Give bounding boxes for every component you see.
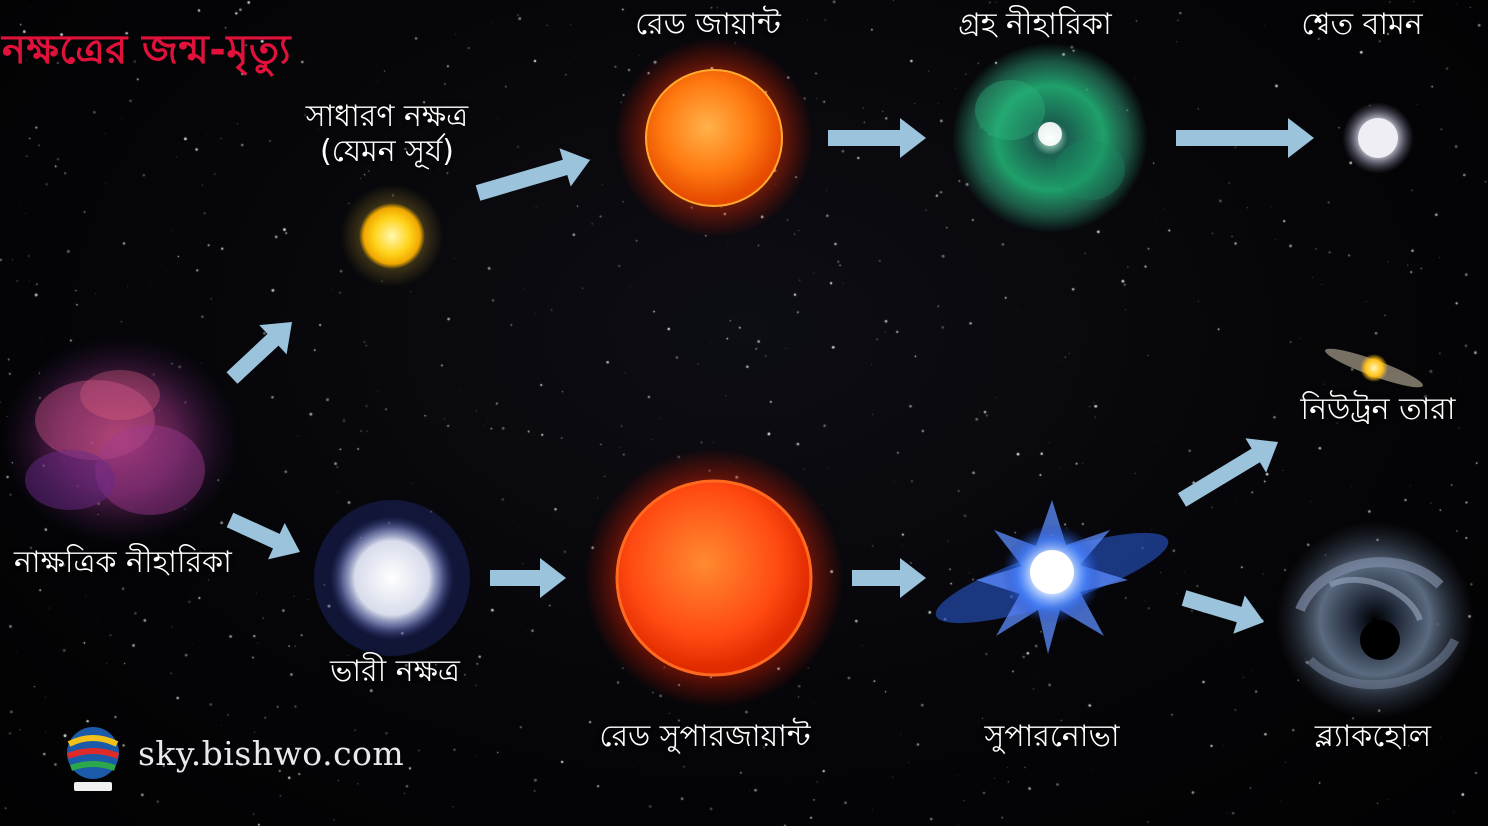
black-hole-image xyxy=(1275,520,1475,720)
arrow-icon xyxy=(226,322,292,384)
site-url: sky.bishwo.com xyxy=(138,734,405,773)
label-average-star: সাধারণ নক্ষত্র (যেমন সূর্য) xyxy=(305,99,469,169)
arrow-icon xyxy=(1177,438,1278,507)
label-massive-star: ভারী নক্ষত্র xyxy=(330,654,460,689)
arrow-icon xyxy=(1176,118,1314,158)
label-black-hole: ব্ল্যাকহোল xyxy=(1314,719,1432,754)
label-white-dwarf: শ্বেত বামন xyxy=(1301,7,1423,42)
arrow-icon xyxy=(852,558,926,598)
label-stellar-nebula: নাক্ষত্রিক নীহারিকা xyxy=(14,545,232,580)
arrow-icon xyxy=(490,558,566,598)
red-giant-image xyxy=(614,38,814,238)
arrow-icon xyxy=(1181,590,1264,634)
arrow-icon xyxy=(226,512,300,560)
label-supernova: সুপারনোভা xyxy=(984,719,1120,754)
label-red-giant: রেড জায়ান্ট xyxy=(635,7,781,42)
arrow-icon xyxy=(828,118,926,158)
average-star-image xyxy=(340,184,444,288)
label-average-star-line1: সাধারণ নক্ষত্র xyxy=(305,99,469,134)
arrow-icon xyxy=(475,148,590,201)
planetary-nebula-image xyxy=(952,43,1148,233)
white-dwarf-image xyxy=(1342,102,1414,174)
label-planetary-nebula: গ্রহ নীহারিকা xyxy=(958,7,1112,42)
label-neutron-star: নিউট্রন তারা xyxy=(1300,392,1456,427)
label-red-supergiant: রেড সুপারজায়ান্ট xyxy=(599,719,811,754)
red-supergiant-image xyxy=(584,448,844,708)
massive-star-image xyxy=(314,500,470,656)
label-average-star-line2: (যেমন সূর্য) xyxy=(319,133,455,169)
flow-arrows xyxy=(226,118,1314,634)
supernova-image xyxy=(935,500,1169,654)
neutron-star-image xyxy=(1325,348,1423,388)
diagram-title: নক্ষত্রের জন্ম-মৃত্যু xyxy=(2,27,292,73)
stellar-nebula-image xyxy=(0,335,240,545)
logo-icon xyxy=(66,727,120,791)
